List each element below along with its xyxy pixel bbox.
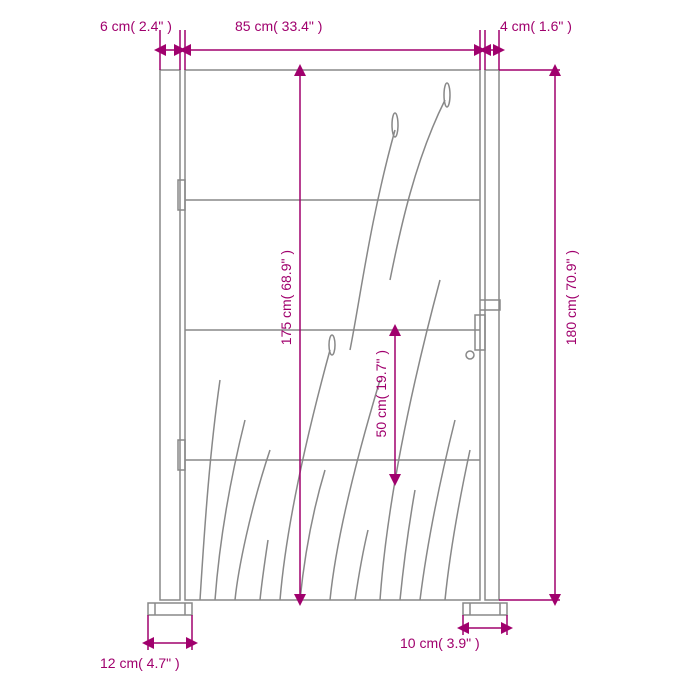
dim-12cm: 12 cm( 4.7" ) (100, 655, 180, 671)
dim-175cm: 175 cm( 68.9" ) (278, 250, 294, 345)
dimension-overlay (0, 0, 700, 700)
dim-180cm: 180 cm( 70.9" ) (563, 250, 579, 345)
dim-6cm: 6 cm( 2.4" ) (100, 18, 172, 34)
grass-pattern (200, 83, 470, 600)
dimension-diagram: 6 cm( 2.4" ) 85 cm( 33.4" ) 4 cm( 1.6" )… (0, 0, 700, 700)
gate-drawing (0, 0, 700, 700)
dim-50cm: 50 cm( 19.7" ) (373, 350, 389, 437)
dim-10cm: 10 cm( 3.9" ) (400, 635, 480, 651)
dim-85cm: 85 cm( 33.4" ) (235, 18, 322, 34)
dim-4cm: 4 cm( 1.6" ) (500, 18, 572, 34)
